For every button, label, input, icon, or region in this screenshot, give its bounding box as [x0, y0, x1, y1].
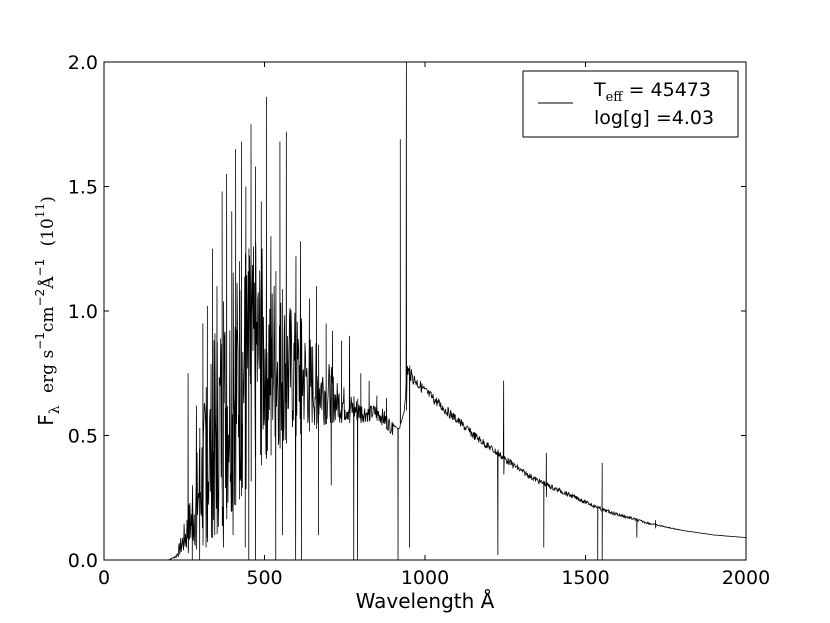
- legend-teff-t: T: [593, 79, 606, 101]
- legend-teff-sub: eff: [606, 90, 625, 105]
- legend-teff-label: Teff = 45473: [593, 79, 711, 105]
- y-label-exp2: −2: [33, 289, 47, 307]
- y-label-scale-open: (10: [38, 218, 58, 246]
- axes-frame: [103, 61, 747, 561]
- y-label-f: F: [34, 414, 58, 426]
- y-tick-label: 1.0: [68, 301, 98, 323]
- y-label-exp3: −1: [33, 259, 47, 277]
- y-label-units: erg s: [38, 350, 58, 393]
- y-label-exp1: −1: [33, 332, 47, 350]
- y-tick-label: 0.0: [68, 550, 98, 572]
- legend-teff-value: = 45473: [623, 79, 711, 101]
- x-tick-label: 1500: [561, 567, 609, 589]
- spectrum-line: [104, 62, 746, 560]
- plot-area: [104, 62, 746, 560]
- y-label-scale-exp: 11: [33, 203, 47, 218]
- legend: Teff = 45473 log[g] =4.03: [522, 70, 739, 138]
- y-tick-label: 2.0: [68, 52, 98, 74]
- y-tick-label: 1.5: [68, 177, 98, 199]
- legend-box: [522, 70, 739, 138]
- x-tick-label: 1000: [401, 567, 449, 589]
- x-tick-label: 2000: [722, 567, 770, 589]
- x-axis-label: Wavelength Å: [356, 589, 495, 613]
- x-tick-label: 0: [98, 567, 110, 589]
- y-label-angstrom: Å: [37, 276, 58, 290]
- y-tick-label: 0.5: [68, 426, 98, 448]
- x-axis-ticks: 0 500 1000 1500 2000: [98, 62, 770, 589]
- y-label-scale-close: ): [38, 196, 58, 203]
- y-label-cm: cm: [38, 306, 58, 332]
- y-label-lambda: λ: [47, 405, 63, 414]
- y-axis-label: Fλ erg s−1cm−2Å−1 (1011): [33, 196, 63, 426]
- x-tick-label: 500: [246, 567, 282, 589]
- legend-logg-label: log[g] =4.03: [594, 107, 714, 129]
